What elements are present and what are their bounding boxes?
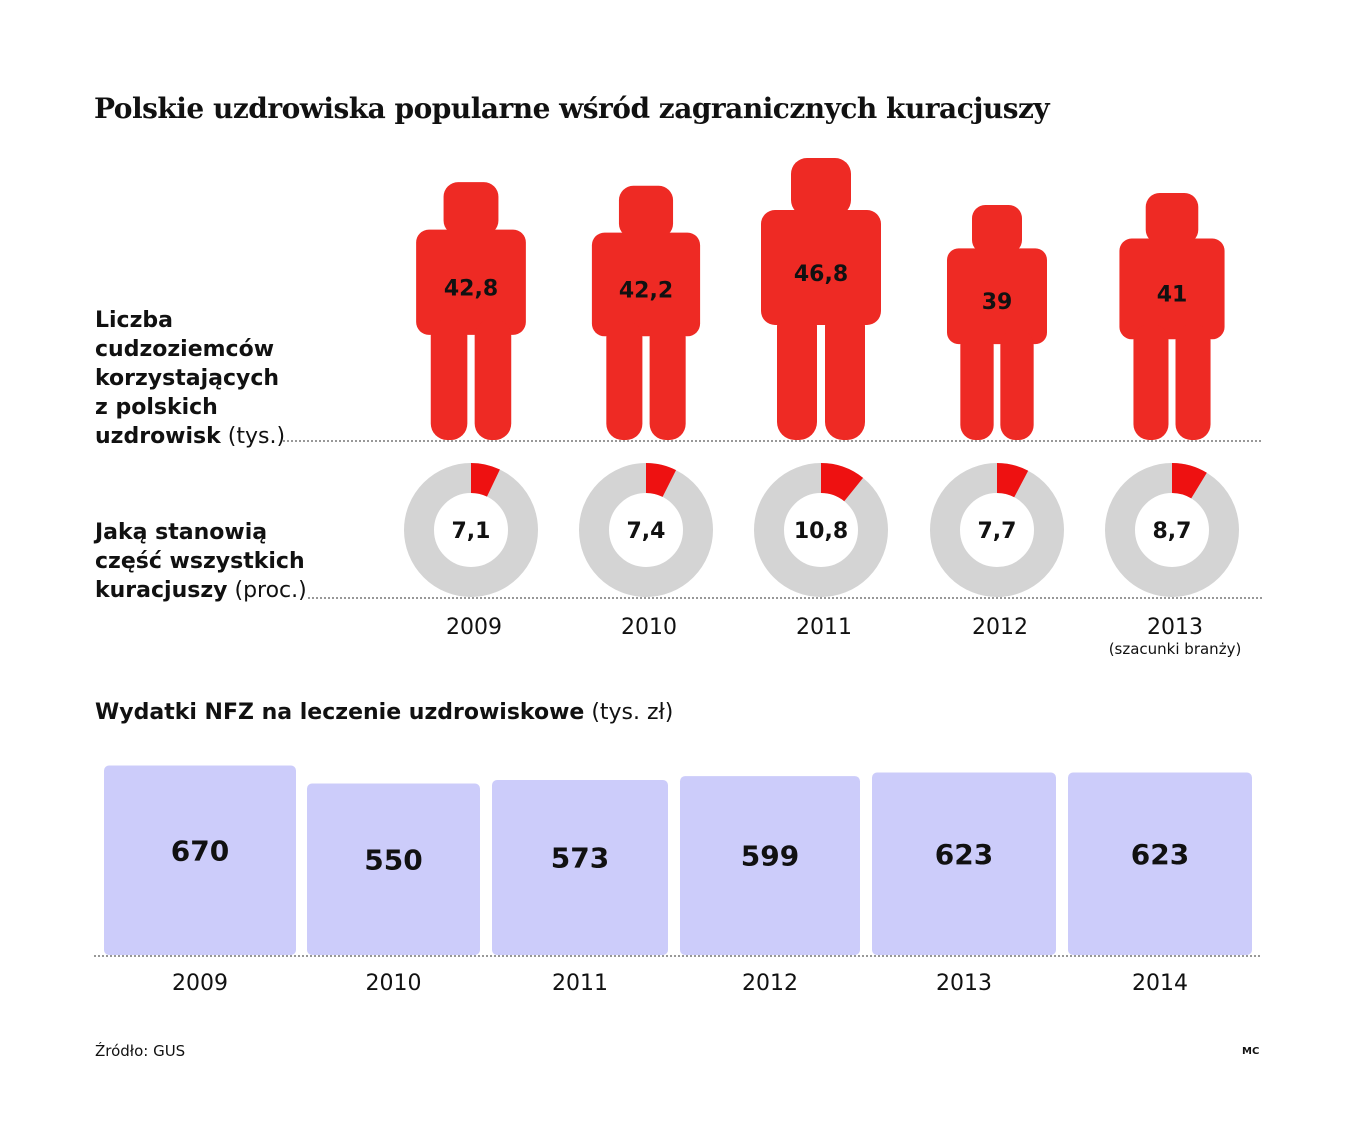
figure-leg — [1133, 324, 1169, 440]
person-figure — [591, 185, 701, 440]
figure-head — [443, 182, 499, 236]
bar-year-label: 2012 — [742, 971, 798, 996]
donut-value-label: 8,7 — [1153, 519, 1192, 544]
figure-value-label: 39 — [982, 290, 1013, 315]
donut-slice — [1171, 463, 1207, 499]
donut-value-label: 10,8 — [794, 519, 848, 544]
pictogram-unit: (tys.) — [227, 424, 286, 449]
bar-title-bold: Wydatki NFZ na leczenie uzdrowiskowe — [95, 700, 585, 725]
figure-head — [972, 204, 1022, 254]
year-label: 2011 — [796, 615, 852, 640]
figure-value-label: 42,8 — [444, 276, 498, 301]
pictogram-label: Liczba cudzoziemców korzystających z pol… — [95, 306, 285, 451]
source-note: Źródło: GUS — [95, 1042, 186, 1060]
bar-year-label: 2009 — [172, 971, 228, 996]
figure-leg — [1000, 330, 1034, 440]
person-figure — [761, 158, 881, 440]
figure-value-label: 42,2 — [619, 278, 673, 303]
donut-slice — [470, 463, 500, 497]
figure-body — [947, 248, 1047, 345]
person-figure — [1119, 192, 1225, 440]
bar-value-label: 550 — [364, 843, 422, 876]
bar-value-label: 573 — [551, 842, 609, 875]
bar — [492, 780, 668, 955]
donut-unit: (proc.) — [234, 578, 307, 603]
figure-leg — [649, 320, 686, 440]
pictogram-label-line: uzdrowisk — [95, 424, 221, 449]
bar-year-label: 2011 — [552, 971, 608, 996]
figure-leg — [474, 319, 512, 440]
person-figure — [416, 182, 526, 440]
figure-leg — [777, 308, 817, 440]
bar — [872, 772, 1056, 955]
bar — [307, 783, 480, 955]
bar-chart-title: Wydatki NFZ na leczenie uzdrowiskowe (ty… — [95, 700, 673, 725]
figure-body — [761, 210, 881, 325]
figure-leg — [825, 308, 865, 440]
figure-body — [416, 229, 526, 335]
figure-head — [791, 158, 851, 216]
bar — [104, 765, 296, 955]
pictogram-label-line: korzystających — [95, 366, 280, 391]
donut-slice — [645, 463, 677, 498]
pictogram-label-line: z polskich — [95, 395, 218, 420]
donut-value-label: 7,7 — [978, 519, 1017, 544]
figure-head — [1145, 192, 1199, 244]
donut-label-line: część wszystkich — [95, 549, 305, 574]
bar-value-label: 670 — [171, 834, 229, 867]
figure-leg — [960, 330, 994, 440]
bar — [680, 776, 860, 955]
person-figure — [947, 204, 1047, 440]
donut-slice — [820, 463, 864, 502]
figure-body — [591, 232, 701, 337]
bar-value-label: 623 — [935, 838, 993, 871]
donut-label: Jaką stanowią część wszystkich kuracjusz… — [95, 518, 307, 605]
pictogram-label-line: Liczba — [95, 308, 173, 333]
year-note: (szacunki branży) — [1109, 640, 1242, 658]
pictogram-label-line: cudzoziemców — [95, 337, 275, 362]
author-initials: MC — [1242, 1046, 1260, 1057]
donut-label-line: kuracjuszy — [95, 578, 228, 603]
bar-value-label: 599 — [741, 840, 799, 873]
figure-body — [1119, 238, 1225, 340]
figure-leg — [606, 320, 643, 440]
bar-value-label: 623 — [1131, 838, 1189, 871]
bar-year-label: 2014 — [1132, 971, 1188, 996]
figure-leg — [430, 319, 468, 440]
year-label: 2013 — [1147, 615, 1203, 640]
donut-value-label: 7,1 — [452, 519, 491, 544]
year-label: 2009 — [446, 615, 502, 640]
bar — [1068, 772, 1252, 955]
bar-unit: (tys. zł) — [591, 700, 674, 725]
bar-year-label: 2013 — [936, 971, 992, 996]
figure-head — [618, 185, 674, 239]
donut-label-line: Jaką stanowią — [95, 520, 268, 545]
figure-value-label: 46,8 — [794, 262, 848, 287]
figure-leg — [1175, 324, 1211, 440]
figure-value-label: 41 — [1157, 283, 1188, 308]
donut-value-label: 7,4 — [627, 519, 666, 544]
donut-slice — [996, 463, 1029, 498]
chart-title: Polskie uzdrowiska popularne wśród zagra… — [94, 92, 1050, 125]
year-label: 2010 — [621, 615, 677, 640]
year-label: 2012 — [972, 615, 1028, 640]
bar-year-label: 2010 — [366, 971, 422, 996]
